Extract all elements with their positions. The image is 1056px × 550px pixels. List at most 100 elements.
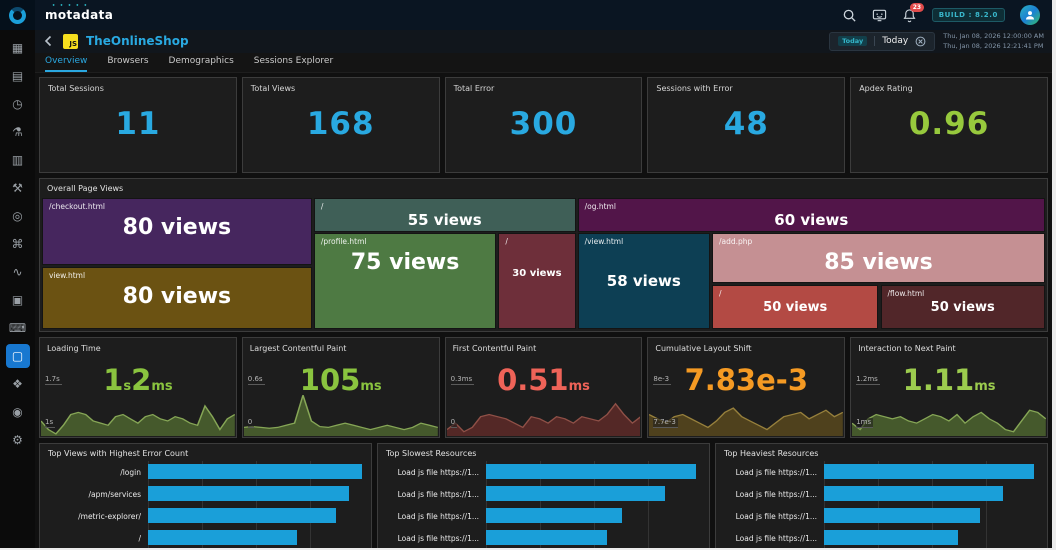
treemap-tile[interactable]: /flow.html 50 views xyxy=(880,285,1045,329)
monitoring-icon: ▤ xyxy=(11,69,24,83)
sidebar-item-alerts[interactable]: ◷ xyxy=(6,92,30,116)
chart-bar[interactable] xyxy=(148,530,298,545)
sidebar-item-reports[interactable]: ▣ xyxy=(6,288,30,312)
kpi-card[interactable]: Total Error 300 xyxy=(444,77,643,173)
chart-row-label: Load js file https://1... xyxy=(735,511,817,521)
sidebar-item-monitoring[interactable]: ▤ xyxy=(6,64,30,88)
kpi-label: Sessions with Error xyxy=(656,84,733,93)
chart-row: Load js file https://1... xyxy=(720,461,1040,483)
time-from: Thu, Jan 08, 2026 12:00:00 AM xyxy=(943,32,1044,41)
kpi-card[interactable]: Total Views 168 xyxy=(241,77,440,173)
brand-name: motadata xyxy=(45,8,113,22)
treemap-tile[interactable]: /view.html 58 views xyxy=(577,233,710,329)
time-reset-icon[interactable] xyxy=(915,36,926,47)
web-vital-card[interactable]: Cumulative Layout Shift 7.83e-3 8e-3 7.7e-3 xyxy=(647,337,846,438)
metrics-icon: ∿ xyxy=(12,265,23,279)
tile-label: / xyxy=(719,289,722,299)
treemap-tile[interactable]: / 55 views xyxy=(313,198,576,232)
chart-bar[interactable] xyxy=(824,508,980,523)
kpi-card[interactable]: Sessions with Error 48 xyxy=(647,77,846,173)
sidebar-item-settings[interactable]: ⚙ xyxy=(6,428,30,452)
search-icon[interactable] xyxy=(842,8,857,23)
feedback-icon[interactable] xyxy=(872,8,887,23)
tile-value: 58 views xyxy=(606,272,681,291)
tile-value: 80 views xyxy=(122,283,232,309)
chart-bar[interactable] xyxy=(148,508,336,523)
back-chevron-icon[interactable] xyxy=(43,35,55,47)
inventory-icon: ▥ xyxy=(11,153,24,167)
tab-sessions-explorer[interactable]: Sessions Explorer xyxy=(253,56,334,67)
chart-bar[interactable] xyxy=(486,464,696,479)
tile-label: /checkout.html xyxy=(49,202,105,211)
vital-value-part: 2 xyxy=(131,363,152,397)
kpi-card[interactable]: Apdex Rating 0.96 xyxy=(850,77,1048,173)
kpi-value: 168 xyxy=(306,106,375,142)
y-axis-min-label: 7.7e-3 xyxy=(653,418,678,428)
vital-label: Interaction to Next Paint xyxy=(858,344,956,353)
vital-value-part: s xyxy=(123,379,132,394)
chart-bar[interactable] xyxy=(824,530,958,545)
build-version-badge: BUILD : 8.2.0 xyxy=(931,8,1005,22)
settings-icon: ⚙ xyxy=(12,433,23,447)
web-vital-card[interactable]: Loading Time 1s2ms 1.7s 1s xyxy=(39,337,237,438)
y-axis-min-label: 1ms xyxy=(856,418,874,428)
vital-label: Largest Contentful Paint xyxy=(249,344,347,353)
sidebar-item-metrics[interactable]: ∿ xyxy=(6,260,30,284)
chart-row-label: Load js file https://1... xyxy=(397,511,479,521)
chart-row-label: Load js file https://1... xyxy=(735,489,817,499)
tab-overview[interactable]: Overview xyxy=(45,53,88,72)
treemap-tile[interactable]: /checkout.html 80 views xyxy=(42,198,312,266)
tile-label: /view.html xyxy=(584,237,624,247)
sidebar-item-rum[interactable]: ▢ xyxy=(5,344,30,368)
page-header: JS TheOnlineShop Today Today Thu, Jan 08… xyxy=(35,30,1052,53)
chart-row-track xyxy=(148,483,364,505)
user-avatar[interactable] xyxy=(1020,5,1040,25)
dashboard-icon: ▦ xyxy=(11,41,24,55)
vital-label: First Contentful Paint xyxy=(452,344,537,353)
treemap-tile[interactable]: / 50 views xyxy=(712,285,879,329)
vital-value: 105ms xyxy=(243,363,439,397)
notifications-bell-icon[interactable]: 23 xyxy=(902,2,925,23)
page-title: TheOnlineShop xyxy=(86,34,189,49)
kpi-label: Total Error xyxy=(453,84,495,93)
chart-row: Load js file https://1... xyxy=(720,483,1040,505)
sidebar-item-console[interactable]: ⌨ xyxy=(6,316,30,340)
kpi-value: 11 xyxy=(115,106,161,142)
logo[interactable] xyxy=(0,0,35,30)
treemap-tile[interactable]: /add.php 85 views xyxy=(712,233,1045,284)
sidebar-item-inventory[interactable]: ▥ xyxy=(6,148,30,172)
main-area: JS TheOnlineShop Today Today Thu, Jan 08… xyxy=(35,30,1052,548)
kpi-card[interactable]: Total Sessions 11 xyxy=(39,77,237,173)
sidebar-item-discovery[interactable]: ◎ xyxy=(6,204,30,228)
sidebar-item-apm[interactable]: ❖ xyxy=(6,372,30,396)
sidebar-item-dashboard[interactable]: ▦ xyxy=(6,36,30,60)
treemap-tile[interactable]: view.html 80 views xyxy=(42,266,312,329)
chart-bar[interactable] xyxy=(486,486,666,501)
time-range-selector[interactable]: Today Today xyxy=(829,31,936,51)
brand-dots-icon xyxy=(52,3,88,9)
web-vital-card[interactable]: Largest Contentful Paint 105ms 0.6s 0 xyxy=(241,337,440,438)
chart-bar[interactable] xyxy=(824,486,1004,501)
chart-row: Load js file https://1... xyxy=(720,527,1040,548)
chart-row: Load js file https://1... xyxy=(382,505,702,527)
chart-bar[interactable] xyxy=(486,508,623,523)
sidebar-item-topology[interactable]: ⌘ xyxy=(6,232,30,256)
treemap-tile[interactable]: /profile.html 75 views xyxy=(313,233,497,329)
tile-value: 30 views xyxy=(512,268,562,280)
sidebar-item-tools[interactable]: ⚒ xyxy=(6,176,30,200)
web-vital-card[interactable]: Interaction to Next Paint 1.11ms 1.2ms 1ms xyxy=(850,337,1048,438)
vital-value-part: 1 xyxy=(103,363,124,397)
tile-value: 80 views xyxy=(122,215,232,240)
tab-browsers[interactable]: Browsers xyxy=(107,56,149,67)
chart-bar[interactable] xyxy=(486,530,607,545)
treemap-tile[interactable]: /og.html 60 views xyxy=(577,198,1045,232)
chart-bar[interactable] xyxy=(824,464,1034,479)
time-to: Thu, Jan 08, 2026 12:21:41 PM xyxy=(943,42,1044,51)
sidebar-item-explorer[interactable]: ◉ xyxy=(6,400,30,424)
tab-demographics[interactable]: Demographics xyxy=(168,56,234,67)
sidebar-item-integrations[interactable]: ⚗ xyxy=(6,120,30,144)
chart-bar[interactable] xyxy=(148,486,349,501)
chart-bar[interactable] xyxy=(148,464,362,479)
web-vital-card[interactable]: First Contentful Paint 0.51ms 0.3ms 0 xyxy=(444,337,643,438)
treemap-tile[interactable]: / 30 views xyxy=(498,233,576,329)
